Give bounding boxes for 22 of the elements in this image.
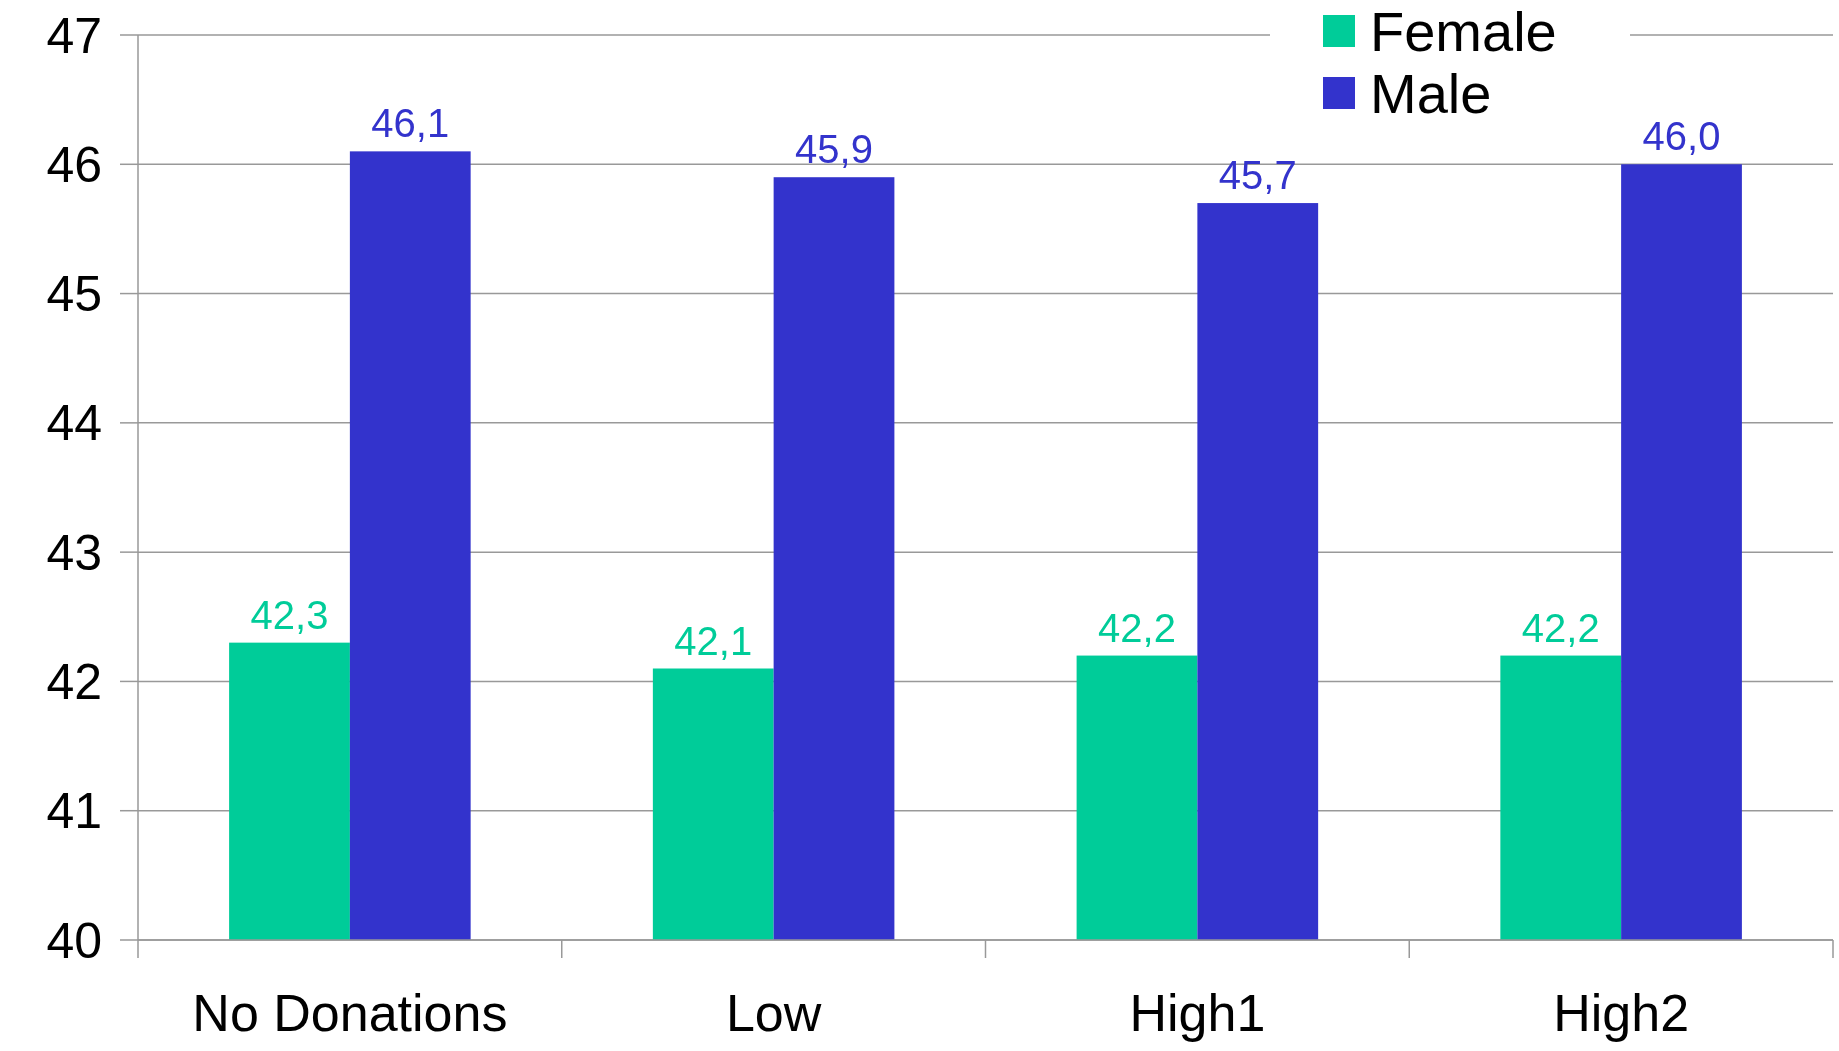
y-tick-label: 40 [46, 912, 102, 969]
y-tick-label: 45 [46, 266, 102, 323]
data-label: 42,2 [1098, 605, 1176, 650]
y-tick-label: 46 [46, 136, 102, 193]
data-label: 42,2 [1521, 605, 1600, 650]
y-tick-label: 44 [46, 395, 102, 452]
legend-label: Female [1370, 0, 1557, 63]
data-label: 46,0 [1642, 114, 1721, 159]
x-tick-label: High2 [1553, 984, 1690, 1042]
x-tick-label: Low [725, 984, 822, 1042]
y-tick-label: 42 [46, 653, 102, 710]
y-tick-label: 43 [46, 524, 102, 581]
data-label: 42,3 [250, 592, 329, 637]
data-label: 42,1 [674, 618, 753, 663]
x-tick-label: No Donations [192, 984, 508, 1042]
x-tick-label: High1 [1129, 984, 1266, 1042]
data-label: 45,7 [1218, 153, 1297, 198]
data-label: 45,9 [795, 127, 873, 172]
y-tick-label: 41 [46, 783, 102, 840]
data-label: 46,1 [371, 101, 450, 146]
y-tick-label: 47 [46, 7, 102, 64]
legend-label: Male [1370, 61, 1492, 125]
